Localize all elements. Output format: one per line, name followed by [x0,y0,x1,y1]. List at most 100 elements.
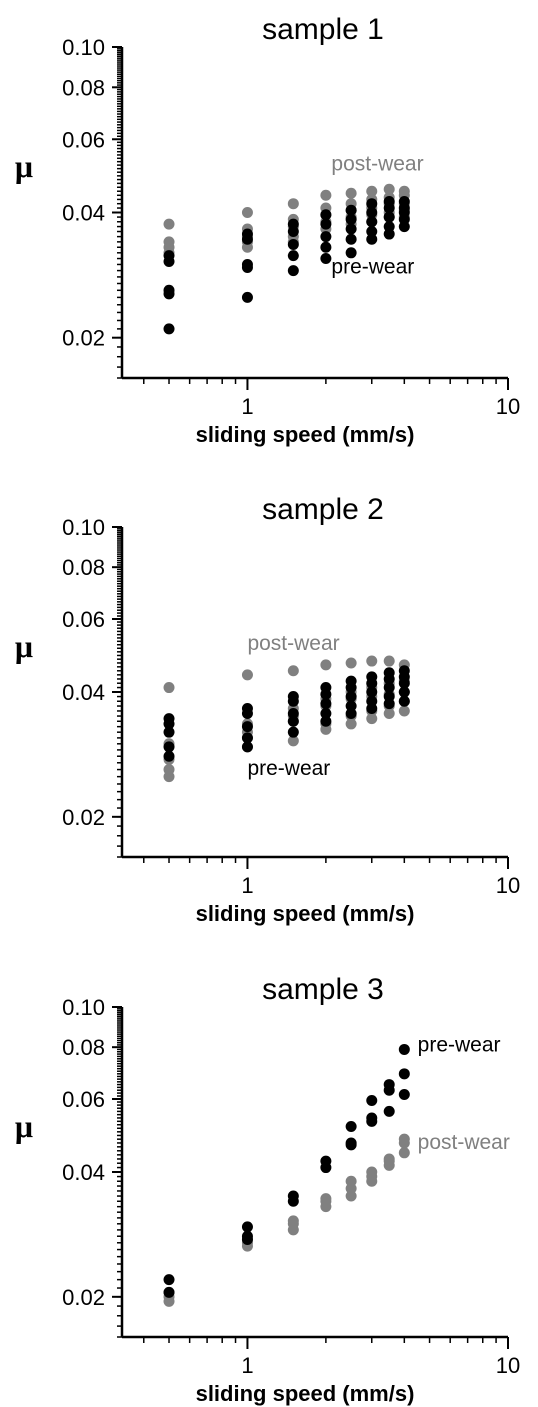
data-point [287,1195,299,1207]
data-point [163,1274,175,1286]
series-post-wear [163,1133,410,1307]
x-tick-label: 1 [241,1353,253,1378]
data-point [345,707,357,719]
data-point [345,233,357,245]
data-point [366,207,378,218]
data-point [366,198,378,210]
data-point [345,1190,357,1202]
data-point [241,1233,253,1245]
x-tick-label: 10 [496,394,520,419]
x-tick-label: 10 [496,873,520,898]
data-point [241,669,253,681]
data-point [345,718,357,730]
data-point [398,1043,410,1055]
data-point [345,657,357,669]
data-point [366,233,378,245]
chart-title: sample 3 [262,973,384,1006]
x-axis-label: sliding speed (mm/s) [196,901,415,926]
y-tick-label: 0.08 [62,75,105,100]
x-axis-label: sliding speed (mm/s) [196,1381,415,1406]
data-point [383,1159,395,1171]
data-point [366,1094,378,1106]
data-point [287,665,299,677]
data-point [398,695,410,707]
data-point [320,659,332,671]
data-point [320,707,332,719]
data-point [383,1084,395,1096]
data-point [345,1139,357,1151]
annotation-post-wear: post-wear [247,632,339,655]
data-point [398,1147,410,1159]
data-point [163,1286,175,1298]
y-tick-label: 0.02 [62,805,105,830]
data-point [383,1105,395,1117]
data-point [287,726,299,738]
data-point [320,209,332,221]
series-pre-wear [163,196,410,335]
data-point [398,705,410,717]
data-point [287,239,299,251]
y-tick-label: 0.10 [62,995,105,1020]
data-point [398,686,410,698]
data-point [345,213,357,225]
data-point [366,677,378,689]
data-point [320,688,332,700]
y-axis-label: μ [15,1108,33,1144]
x-tick-label: 10 [496,1353,520,1378]
data-point [287,226,299,238]
data-point [366,1175,378,1187]
data-point [287,198,299,210]
data-point [366,713,378,725]
data-point [383,707,395,719]
data-point [366,655,378,667]
data-point [398,1137,410,1149]
y-tick-label: 0.06 [62,607,105,632]
annotation-post-wear: post-wear [331,152,423,175]
data-point [345,223,357,235]
chart-panel-2: sample 2 0.02 0.04 0.06 0.08 0.10 1 10 sliding s… [15,493,520,926]
data-point [320,231,332,243]
data-point [320,723,332,735]
data-point [398,1089,410,1101]
x-tick-label: 1 [241,873,253,898]
data-point [241,732,253,744]
x-tick-label: 1 [241,394,253,419]
y-tick-label: 0.06 [62,127,105,152]
data-point [287,707,299,719]
data-point [383,228,395,240]
data-point [287,1224,299,1236]
data-point [383,698,395,710]
data-point [163,750,175,762]
data-point [345,247,357,259]
data-point [163,288,175,300]
data-point [383,211,395,223]
data-point [287,265,299,277]
data-point [241,707,253,719]
data-point [383,202,395,214]
data-point [241,291,253,303]
y-tick-label: 0.06 [62,1087,105,1112]
annotation-pre-wear: pre-wear [247,757,330,780]
annotation-pre-wear: pre-wear [418,1034,501,1057]
chart-title: sample 2 [262,493,384,526]
data-point [366,1115,378,1127]
chart-panel-1: sample 1 0.02 0.04 0.06 0.08 0.10 1 10 sliding s… [15,13,520,447]
data-point [241,207,253,218]
data-point [320,253,332,265]
y-tick-label: 0.02 [62,1285,105,1310]
data-point [383,673,395,685]
data-point [345,1182,357,1194]
chart-title: sample 1 [262,13,384,46]
data-point [366,702,378,714]
y-tick-label: 0.04 [62,1160,105,1185]
data-point [345,1120,357,1132]
data-point [163,255,175,267]
data-point [398,1068,410,1080]
data-point [163,726,175,738]
x-axis-label: sliding speed (mm/s) [196,422,415,447]
data-point [366,686,378,698]
data-point [366,216,378,228]
data-point [383,655,395,667]
data-point [345,682,357,694]
data-point [320,241,332,253]
